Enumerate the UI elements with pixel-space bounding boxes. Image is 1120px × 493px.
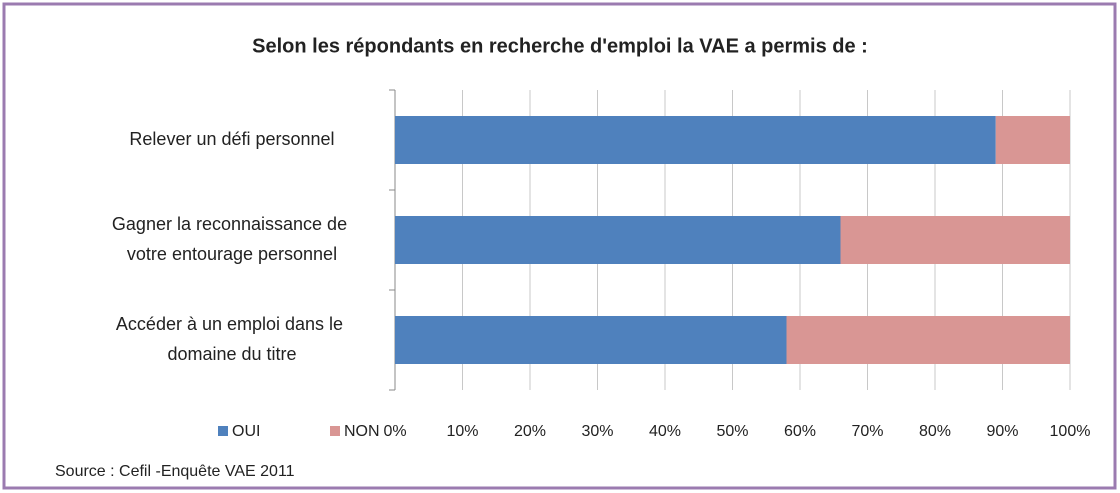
legend-label: NON: [344, 423, 380, 440]
x-tick-label: 60%: [784, 423, 816, 440]
x-tick-label: 30%: [581, 423, 613, 440]
bar: [840, 216, 1070, 264]
bar: [995, 116, 1070, 164]
legend-swatch: [330, 426, 340, 436]
chart-title: Selon les répondants en recherche d'empl…: [252, 35, 868, 57]
x-tick-label: 70%: [851, 423, 883, 440]
x-tick-label: 80%: [919, 423, 951, 440]
x-tick-label: 50%: [716, 423, 748, 440]
x-tick-label: 40%: [649, 423, 681, 440]
y-tick-label: Gagner la reconnaissance de votre entour…: [112, 214, 352, 264]
x-tick-label: 90%: [986, 423, 1018, 440]
bar: [395, 316, 787, 364]
y-tick-label: Relever un défi personnel: [129, 129, 334, 149]
x-tick-label: 20%: [514, 423, 546, 440]
legend-swatch: [218, 426, 228, 436]
bar: [395, 116, 996, 164]
x-tick-label: 10%: [446, 423, 478, 440]
y-tick-label: Accéder à un emploi dans le domaine du t…: [116, 314, 348, 364]
bar: [786, 316, 1070, 364]
x-tick-label: 100%: [1050, 423, 1091, 440]
source: Source : Cefil -Enquête VAE 2011: [55, 463, 295, 480]
bar: [395, 216, 841, 264]
x-tick-label: 0%: [383, 423, 406, 440]
legend-label: OUI: [232, 423, 260, 440]
